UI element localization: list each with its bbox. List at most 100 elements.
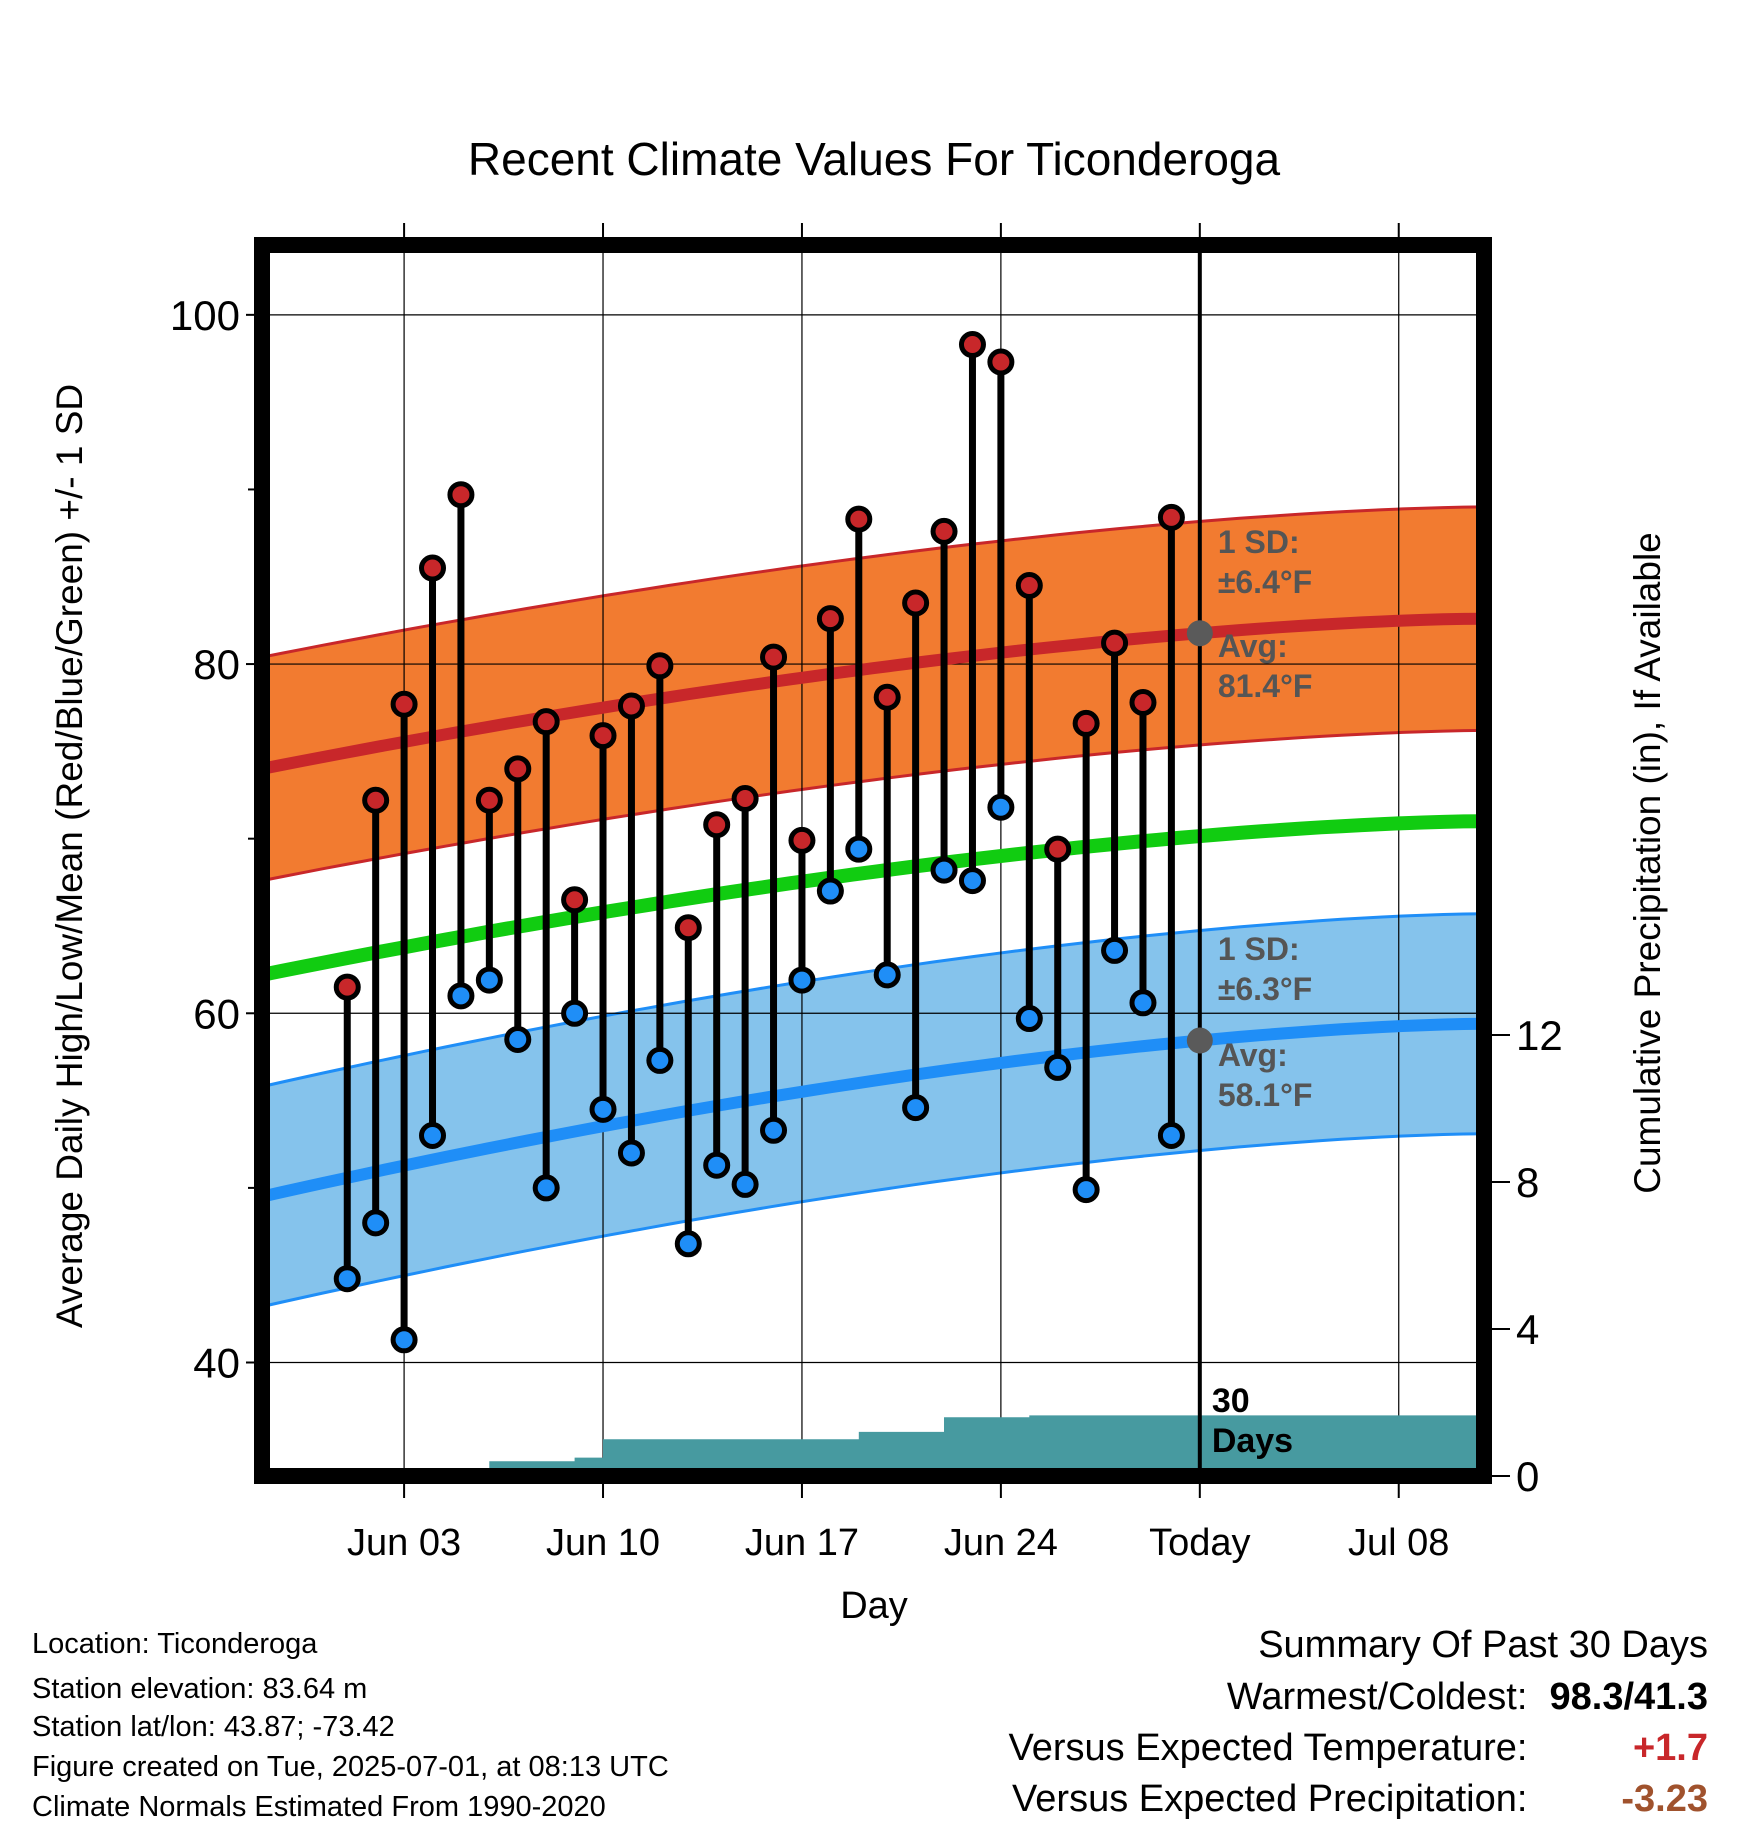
daily-high-point [1101,629,1129,657]
temp-label: Versus Expected Temperature: [1008,1727,1528,1769]
created-text: Figure created on Tue, 2025-07-01, at 08… [32,1751,669,1783]
daily-high-point [703,811,731,839]
precip-value: -3.23 [1621,1778,1708,1820]
normal-mean-line [262,814,1484,982]
daily-high-point [902,589,930,617]
daily-low-point [333,1265,361,1293]
summary-precip-row: Versus Expected Precipitation: -3.23 [1012,1780,1708,1818]
daily-low-point [1101,936,1129,964]
daily-low-point [617,1139,645,1167]
plot-area [262,245,1484,1476]
daily-low-point [362,1209,390,1237]
daily-high-point [646,652,674,680]
daily-high-point [1072,709,1100,737]
today-low-marker [1186,1027,1213,1054]
daily-high-point [419,554,447,582]
daily-low-point [589,1095,617,1123]
daily-high-point [958,331,986,359]
daily-low-point [760,1116,788,1144]
daily-high-point [987,348,1015,376]
x-axis-label: Day [840,1585,908,1627]
warmest-value: 98.3/41.3 [1549,1676,1708,1718]
x-tick-label: Jul 08 [1348,1522,1449,1564]
low-sd-lower-edge [262,1132,1484,1309]
daily-high-point [561,886,589,914]
x-tick-label: Today [1149,1522,1250,1564]
daily-low-point [1072,1176,1100,1204]
y2-tick-label: 0 [1516,1453,1539,1500]
latlon-text: Station lat/lon: 43.87; -73.42 [32,1711,395,1743]
high-sd-value-annotation: ±6.4°F [1218,564,1312,600]
daily-low-point [873,961,901,989]
y-tick-label: 60 [193,990,240,1037]
warmest-label: Warmest/Coldest: [1226,1676,1528,1718]
elevation-text: Station elevation: 83.64 m [32,1673,368,1705]
daily-high-point [447,481,475,509]
high-sd-lower-edge [262,728,1484,883]
daily-low-point [447,982,475,1010]
low-avg-annotation: Avg: [1218,1037,1288,1073]
daily-low-point [1129,989,1157,1017]
daily-low-point [788,966,816,994]
daily-low-point [674,1230,702,1258]
daily-low-point [532,1174,560,1202]
high-avg-value-annotation: 81.4°F [1218,668,1313,704]
daily-low-point [902,1094,930,1122]
high-sd-band [262,506,1484,881]
daily-high-point [362,786,390,814]
daily-high-point [504,755,532,783]
location-text: Location: Ticonderoga [32,1628,318,1660]
y-tick-label: 40 [193,1340,240,1387]
daily-high-point [1015,571,1043,599]
summary-warmest-row: Warmest/Coldest: 98.3/41.3 [1227,1678,1708,1716]
high-avg-annotation: Avg: [1218,628,1288,664]
plot-frame [254,237,1492,1484]
daily-low-point [419,1122,447,1150]
today-high-marker [1186,620,1213,647]
x-tick-label: Jun 03 [347,1522,461,1564]
summary-title: Summary Of Past 30 Days [1258,1624,1708,1666]
precip-label: Versus Expected Precipitation: [1012,1778,1528,1820]
daily-high-point [532,708,560,736]
x-tick-label: Jun 17 [745,1522,859,1564]
daily-high-point [674,914,702,942]
y2-axis-label: Cumulative Precipitation (in), If Availa… [1627,532,1668,1194]
daily-low-point [1157,1122,1185,1150]
low-sd-value-annotation: ±6.3°F [1218,971,1312,1007]
daily-low-point [816,877,844,905]
daily-low-point [504,1025,532,1053]
daily-low-point [646,1046,674,1074]
daily-low-point [731,1170,759,1198]
daily-high-point [760,643,788,671]
daily-low-point [930,856,958,884]
temp-value: +1.7 [1632,1727,1708,1769]
y2-tick-label: 8 [1516,1159,1539,1206]
daily-high-point [788,826,816,854]
x-tick-label: Jun 10 [546,1522,660,1564]
daily-high-point [873,683,901,711]
daily-low-point [390,1326,418,1354]
chart-title: Recent Climate Values For Ticonderoga [468,133,1281,185]
daily-high-point [617,692,645,720]
daily-low-point [475,966,503,994]
daily-high-point [816,605,844,633]
y2-tick-label: 4 [1516,1306,1539,1353]
daily-low-point [1015,1005,1043,1033]
low-avg-value-annotation: 58.1°F [1218,1077,1313,1113]
x-tick-label: Jun 24 [944,1522,1058,1564]
daily-high-point [930,517,958,545]
y-tick-label: 80 [193,641,240,688]
daily-low-point [845,835,873,863]
high-sd-upper-edge [262,505,1484,659]
days-label-annotation: Days [1212,1422,1293,1460]
summary-temp-row: Versus Expected Temperature: +1.7 [1009,1729,1708,1767]
daily-high-point [390,690,418,718]
daily-low-point [958,867,986,895]
y-tick-label: 100 [170,292,240,339]
y-axis-label: Average Daily High/Low/Mean (Red/Blue/Gr… [49,384,90,1328]
high-sd-annotation: 1 SD: [1218,524,1300,560]
daily-high-point [1157,503,1185,531]
low-sd-band [262,913,1484,1307]
precipitation-area [489,1415,1484,1476]
